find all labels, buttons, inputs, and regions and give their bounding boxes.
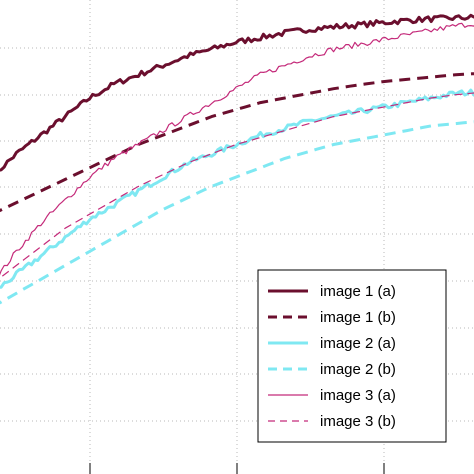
legend-label-2: image 1 (b) xyxy=(320,309,396,326)
legend-label-4: image 2 (b) xyxy=(320,361,396,378)
legend-box xyxy=(257,269,447,443)
series-line-5 xyxy=(0,22,474,276)
series-layer xyxy=(0,13,474,305)
legend-label-6: image 3 (b) xyxy=(320,413,396,430)
legend-label-3: image 2 (a) xyxy=(320,335,396,352)
legend-label-1: image 1 (a) xyxy=(320,283,396,300)
series-line-3 xyxy=(0,88,474,289)
legend: image 1 (a) image 1 (b) image 2 (a) image 2… xyxy=(257,269,447,443)
series-line-1 xyxy=(0,13,474,172)
series-line-4 xyxy=(0,120,474,305)
series-line-2 xyxy=(0,72,474,213)
legend-label-5: image 3 (a) xyxy=(320,387,396,404)
